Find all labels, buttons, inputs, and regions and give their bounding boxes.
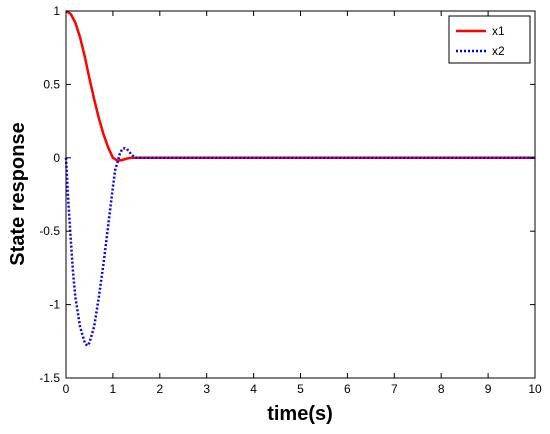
x-tick-label: 8 — [438, 382, 445, 396]
x-tick-label: 3 — [203, 382, 210, 396]
series-line-x2 — [64, 147, 535, 347]
legend: x1 x2 — [448, 15, 531, 64]
x-tick-label: 0 — [63, 382, 70, 396]
y-tick-label: 0.5 — [43, 77, 60, 91]
x-tick-label: 10 — [528, 382, 542, 396]
y-tick-label: -1 — [49, 298, 60, 312]
legend-label-x1: x1 — [492, 24, 505, 38]
series-layer — [64, 9, 535, 347]
x-tick-label: 4 — [250, 382, 257, 396]
x-tick-label: 1 — [110, 382, 117, 396]
x-axis-title: time(s) — [267, 403, 333, 425]
x-tick-label: 6 — [344, 382, 351, 396]
legend-label-x2: x2 — [492, 44, 505, 58]
y-tick-label: -1.5 — [39, 371, 60, 385]
legend-box — [448, 15, 531, 64]
y-tick-label: 1 — [53, 4, 60, 18]
x-ticks: 0 1 2 3 4 5 6 7 8 9 10 — [63, 11, 542, 396]
y-ticks: 1 0.5 0 -0.5 -1 -1.5 — [39, 4, 535, 385]
y-axis-title: State response — [7, 122, 29, 265]
x-tick-label: 2 — [156, 382, 163, 396]
x-tick-label: 9 — [485, 382, 492, 396]
plot-background — [66, 11, 535, 378]
y-tick-label: -0.5 — [39, 224, 60, 238]
y-tick-label: 0 — [53, 151, 60, 165]
x-tick-label: 5 — [297, 382, 304, 396]
x-tick-label: 7 — [391, 382, 398, 396]
